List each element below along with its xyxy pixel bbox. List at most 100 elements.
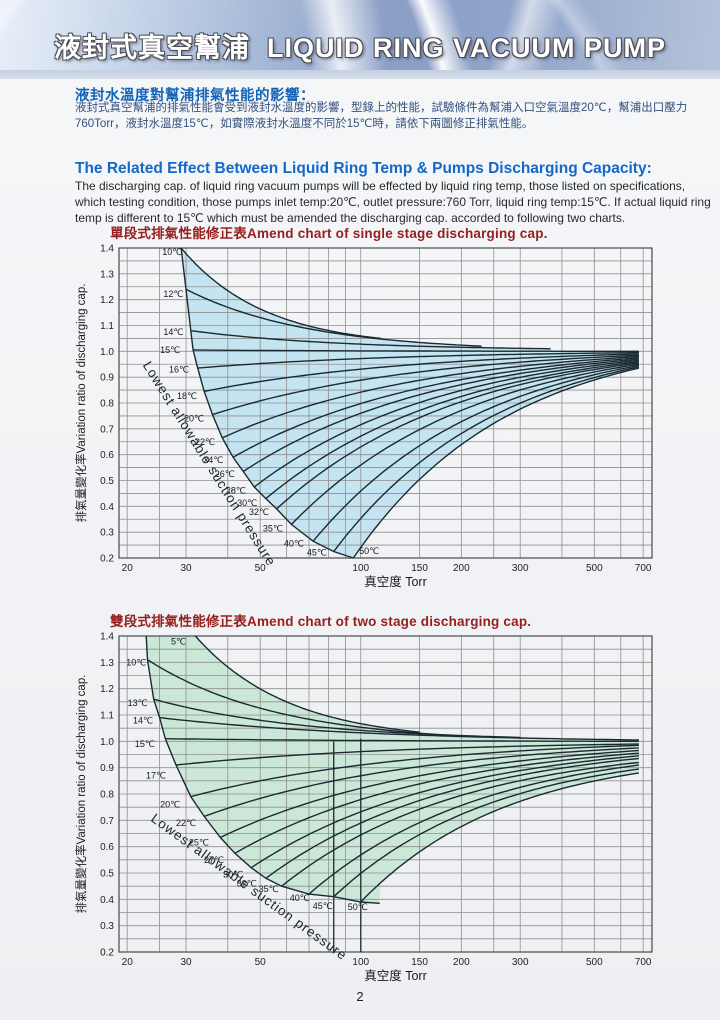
- chart1-curve-18℃: [204, 353, 639, 393]
- chart1-curve-14℃: [190, 330, 551, 350]
- chart2-frame: [118, 635, 653, 953]
- chart1-ytick-label: 0.6: [100, 450, 114, 461]
- page-title: 液封式真空幫浦 LIQUID RING VACUUM PUMP: [0, 26, 720, 65]
- chart1-curve-label-40℃: 40℃: [284, 538, 304, 548]
- chart2-ytick-labels: 0.2 0.3 0.4 0.5 0.6 0.7 0.8 0.9 1.0 1.1 1.2 1.3 1.4: [100, 632, 114, 959]
- chart1-ytick-label: 1.2: [100, 295, 114, 306]
- chart1-curve-label-35℃: 35℃: [263, 523, 283, 533]
- chart2-xtick-label: 200: [453, 957, 470, 968]
- chart2-ytick-label: 0.3: [100, 921, 114, 932]
- chart1-xtick-label: 700: [635, 563, 652, 574]
- chart1-curve-label-28℃: 28℃: [226, 485, 246, 495]
- chart2-curve-32℃: [265, 757, 639, 879]
- chart1-curve-10℃: [180, 247, 382, 340]
- chart2-curve-22℃: [203, 747, 639, 818]
- chart1-curve-35℃: [290, 363, 639, 525]
- chart1-xtick-label: 500: [586, 563, 603, 574]
- chart2-ytick-label: 1.0: [100, 737, 114, 748]
- chart1-curve-50℃: [352, 367, 640, 559]
- section-heading-en: The Related Effect Between Liquid Ring T…: [75, 160, 652, 177]
- chart2-title: 雙段式排氣性能修正表Amend chart of two stage disch…: [110, 614, 532, 629]
- chart2-xtick-label: 100: [352, 957, 369, 968]
- chart1-ytick-label: 0.7: [100, 424, 114, 435]
- chart2-xtick-label: 30: [180, 957, 192, 968]
- chart2-curve-14℃: [159, 716, 639, 741]
- chart1-curve-16℃: [197, 351, 639, 369]
- chart2-ytick-label: 0.4: [100, 895, 114, 906]
- chart2-curve-label-50℃: 50℃: [348, 902, 368, 912]
- chart1-curve-label-16℃: 16℃: [169, 364, 189, 374]
- chart2-curve-label-15℃: 15℃: [135, 739, 155, 749]
- chart1-ytick-label: 0.3: [100, 528, 114, 539]
- chart1-curve-label-12℃: 12℃: [163, 289, 183, 299]
- chart2-curve-15℃: [165, 738, 639, 742]
- chart2-ytick-label: 0.9: [100, 763, 114, 774]
- chart2-curve-17℃: [175, 743, 639, 766]
- chart2-curves: [147, 635, 640, 903]
- chart1-y-axis-title: 排氣量變化率Variation ratio of discharging cap…: [74, 284, 88, 523]
- chart2-xtick-labels: 20 30 50 100 150 200 300 500 700: [122, 957, 652, 968]
- chart1-ytick-label: 0.4: [100, 502, 114, 513]
- chart2-shaded-region: [146, 636, 639, 904]
- chart1-ytick-label: 0.5: [100, 476, 114, 487]
- chart1-xtick-label: 100: [352, 563, 369, 574]
- chart2-ytick-label: 1.1: [100, 711, 114, 722]
- chart1-ytick-labels: 0.2 0.3 0.4 0.5 0.6 0.7 0.8 0.9 1.0 1.1 1.2 1.3 1.4: [100, 244, 114, 565]
- chart1-xtick-label: 150: [411, 563, 428, 574]
- chart1: 10℃ 12℃ 14℃ 15℃ 16℃ 18℃ 20℃ 22℃ 24℃ 26℃ 28℃ 30℃32℃ 3…: [74, 244, 653, 589]
- chart2-curve-35℃: [281, 761, 639, 887]
- section-heading-zh: 液封水溫度對幫浦排氣性能的影響：: [75, 88, 315, 104]
- chart2-ytick-label: 1.2: [100, 684, 114, 695]
- chart2-y-axis-title: 排氣量變化率Variation ratio of discharging cap…: [74, 675, 88, 914]
- chart1-curve-label-15℃: 15℃: [160, 345, 180, 355]
- chart1-curve-labels: 10℃ 12℃ 14℃ 15℃ 16℃ 18℃ 20℃ 22℃ 24℃ 26℃ 28℃ 30℃32℃ 3…: [160, 247, 379, 557]
- chart1-ytick-label: 1.3: [100, 269, 114, 280]
- chart1-xtick-labels: 20 30 50 100 150 200 300 500 700: [122, 563, 652, 574]
- chart2-curve-label-30℃: 30℃: [223, 869, 243, 879]
- chart2-ytick-label: 0.5: [100, 869, 114, 880]
- chart2-curve-label-5℃: 5℃: [171, 636, 186, 646]
- chart1-ytick-label: 1.0: [100, 347, 114, 358]
- section-body-en: The discharging cap. of liquid ring vacu…: [75, 179, 711, 225]
- chart2-curve-label-22℃: 22℃: [176, 818, 196, 828]
- chart1-curve-label-24℃: 24℃: [203, 455, 223, 465]
- chart1-xtick-label: 300: [512, 563, 529, 574]
- chart1-xtick-label: 200: [453, 563, 470, 574]
- chart2-curve-5℃: [194, 635, 420, 733]
- chart1-title: 單段式排氣性能修正表Amend chart of single stage di…: [110, 226, 548, 241]
- chart2-curve-labels: 5℃ 10℃ 13℃ 14℃ 15℃ 17℃ 20℃ 22℃ 25℃ 27℃ 30℃32℃35℃ 40…: [126, 636, 368, 912]
- chart1-curve-32℃: [276, 362, 639, 510]
- chart2-curve-50℃: [360, 772, 640, 903]
- chart2-curve-label-14℃: 14℃: [133, 715, 153, 725]
- chart2-curve-20℃: [190, 744, 639, 798]
- chart2-curve-label-25℃: 25℃: [189, 838, 209, 848]
- chart1-ytick-label: 0.9: [100, 373, 114, 384]
- chart1-curve-label-50℃: 50℃: [359, 546, 379, 556]
- chart1-curve-26℃: [242, 358, 639, 473]
- chart2: 5℃ 10℃ 13℃ 14℃ 15℃ 17℃ 20℃ 22℃ 25℃ 27℃ 30℃32℃35℃ 40…: [74, 632, 653, 983]
- chart2-ytick-label: 1.4: [100, 632, 114, 643]
- chart1-curve-label-32℃: 32℃: [249, 507, 269, 517]
- chart1-curve-label-14℃: 14℃: [163, 327, 183, 337]
- chart1-curve-30℃: [265, 361, 639, 500]
- chart2-curve-27℃: [234, 752, 639, 854]
- chart1-curve-28℃: [253, 359, 639, 488]
- chart2-curve-label-20℃: 20℃: [160, 800, 180, 810]
- chart1-curve-label-10℃: 10℃: [162, 247, 182, 257]
- chart1-curves: [180, 247, 640, 559]
- chart1-xtick-label: 50: [255, 563, 267, 574]
- chart2-ytick-label: 0.7: [100, 816, 114, 827]
- page-title-en: LIQUID RING VACUUM PUMP: [267, 33, 666, 63]
- header-banner: 液封式真空幫浦 LIQUID RING VACUUM PUMP: [0, 0, 720, 70]
- chart1-curve-label-20℃: 20℃: [184, 414, 204, 424]
- chart2-ytick-label: 0.6: [100, 842, 114, 853]
- chart2-curve-25℃: [220, 749, 639, 839]
- chart1-curve-label-18℃: 18℃: [177, 391, 197, 401]
- chart1-xtick-label: 30: [180, 563, 192, 574]
- chart1-curve-label-30℃: 30℃: [237, 498, 257, 508]
- chart2-curve-label-27℃: 27℃: [204, 855, 224, 865]
- chart2-xtick-label: 150: [411, 957, 428, 968]
- chart2-curve-label-35℃: 35℃: [259, 884, 279, 894]
- chart1-curve-label-22℃: 22℃: [195, 437, 215, 447]
- chart1-x-axis-title: 真空度 Torr: [364, 574, 427, 589]
